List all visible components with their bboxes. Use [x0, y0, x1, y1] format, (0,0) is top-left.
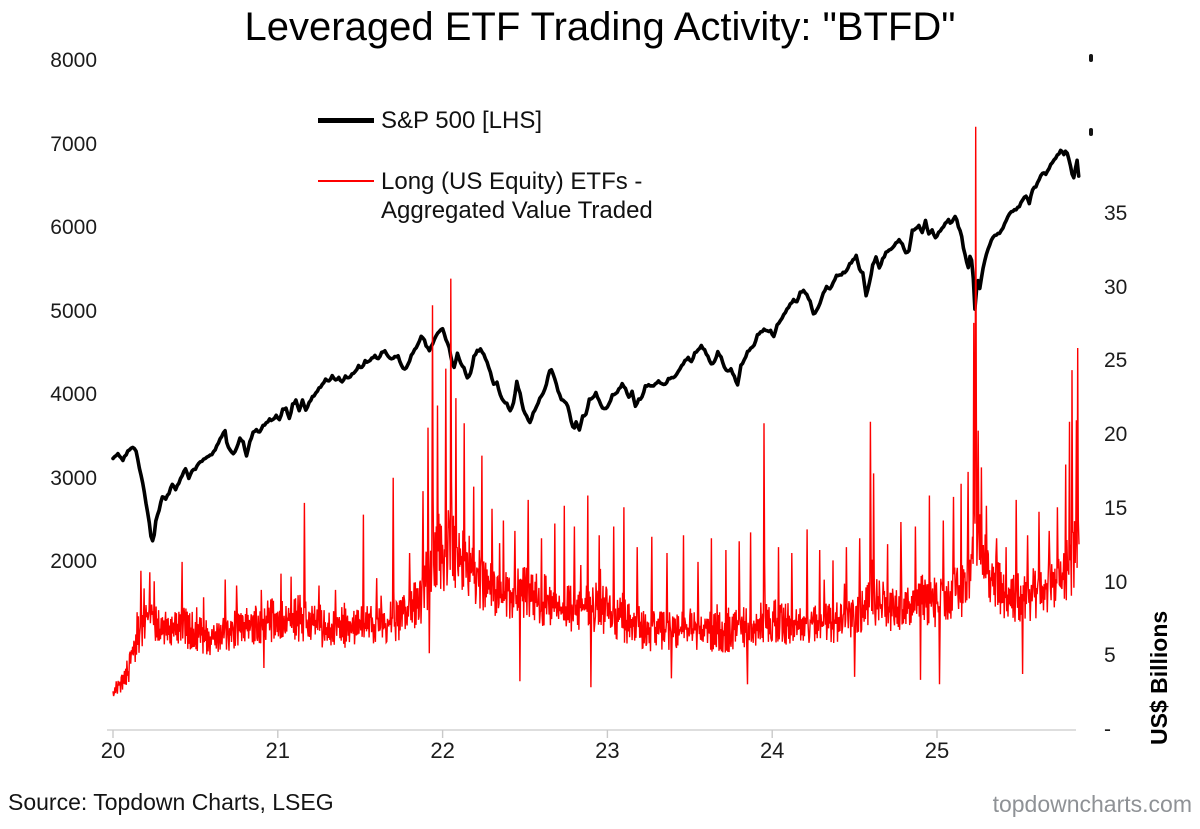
right-axis-tick-label: 20: [1104, 423, 1128, 446]
x-axis-tick-label: 22: [430, 738, 455, 763]
left-axis-tick-label: 6000: [50, 216, 97, 240]
x-axis-tick-label: 24: [759, 738, 785, 763]
left-axis-tick-label: 3000: [50, 466, 97, 490]
sp500-series-line: [111, 148, 1081, 543]
left-axis-tick-label: 8000: [50, 49, 97, 73]
source-attribution: Source: Topdown Charts, LSEG: [8, 789, 334, 815]
x-axis-tick-label: 20: [100, 738, 126, 763]
right-axis-tick-label: -: [1104, 718, 1111, 741]
legend: S&P 500 [LHS] Long (US Equity) ETFs - Agg…: [318, 96, 653, 225]
clipped-axis-label-fragment: [1089, 128, 1093, 136]
etf-value-traded-series-line: [112, 126, 1080, 697]
x-axis-tick-label: 21: [265, 738, 291, 763]
legend-swatch-etf-line: [318, 180, 374, 182]
x-axis-tick-label: 25: [924, 738, 950, 763]
right-axis-tick-label: 10: [1104, 570, 1128, 594]
legend-label-etf: Long (US Equity) ETFs - Aggregated Value …: [381, 168, 653, 224]
left-axis-tick-label: 7000: [50, 132, 97, 156]
legend-row-etf: Long (US Equity) ETFs - Aggregated Value …: [318, 167, 653, 225]
right-axis-tick-label: 5: [1104, 644, 1116, 668]
right-axis-tick-label: 25: [1104, 349, 1128, 373]
left-axis-tick-label: 5000: [50, 299, 97, 323]
legend-label-sp500: S&P 500 [LHS]: [381, 106, 542, 134]
right-axis-title: US$ Billions: [1146, 610, 1172, 745]
left-axis-tick-label: 2000: [50, 550, 97, 574]
chart-title: Leveraged ETF Trading Activity: "BTFD": [244, 5, 956, 49]
legend-swatch-sp500-line: [318, 117, 374, 123]
right-axis-tick-label: 15: [1104, 496, 1128, 520]
right-axis-tick-label: 35: [1104, 201, 1128, 225]
watermark-link[interactable]: topdowncharts.com: [992, 791, 1192, 817]
left-axis-tick-label: 4000: [50, 383, 97, 407]
clipped-axis-label-fragment: [1089, 54, 1093, 63]
x-axis-tick-label: 23: [595, 738, 620, 763]
right-axis-tick-label: 30: [1104, 275, 1128, 299]
legend-row-sp500: S&P 500 [LHS]: [318, 96, 653, 144]
